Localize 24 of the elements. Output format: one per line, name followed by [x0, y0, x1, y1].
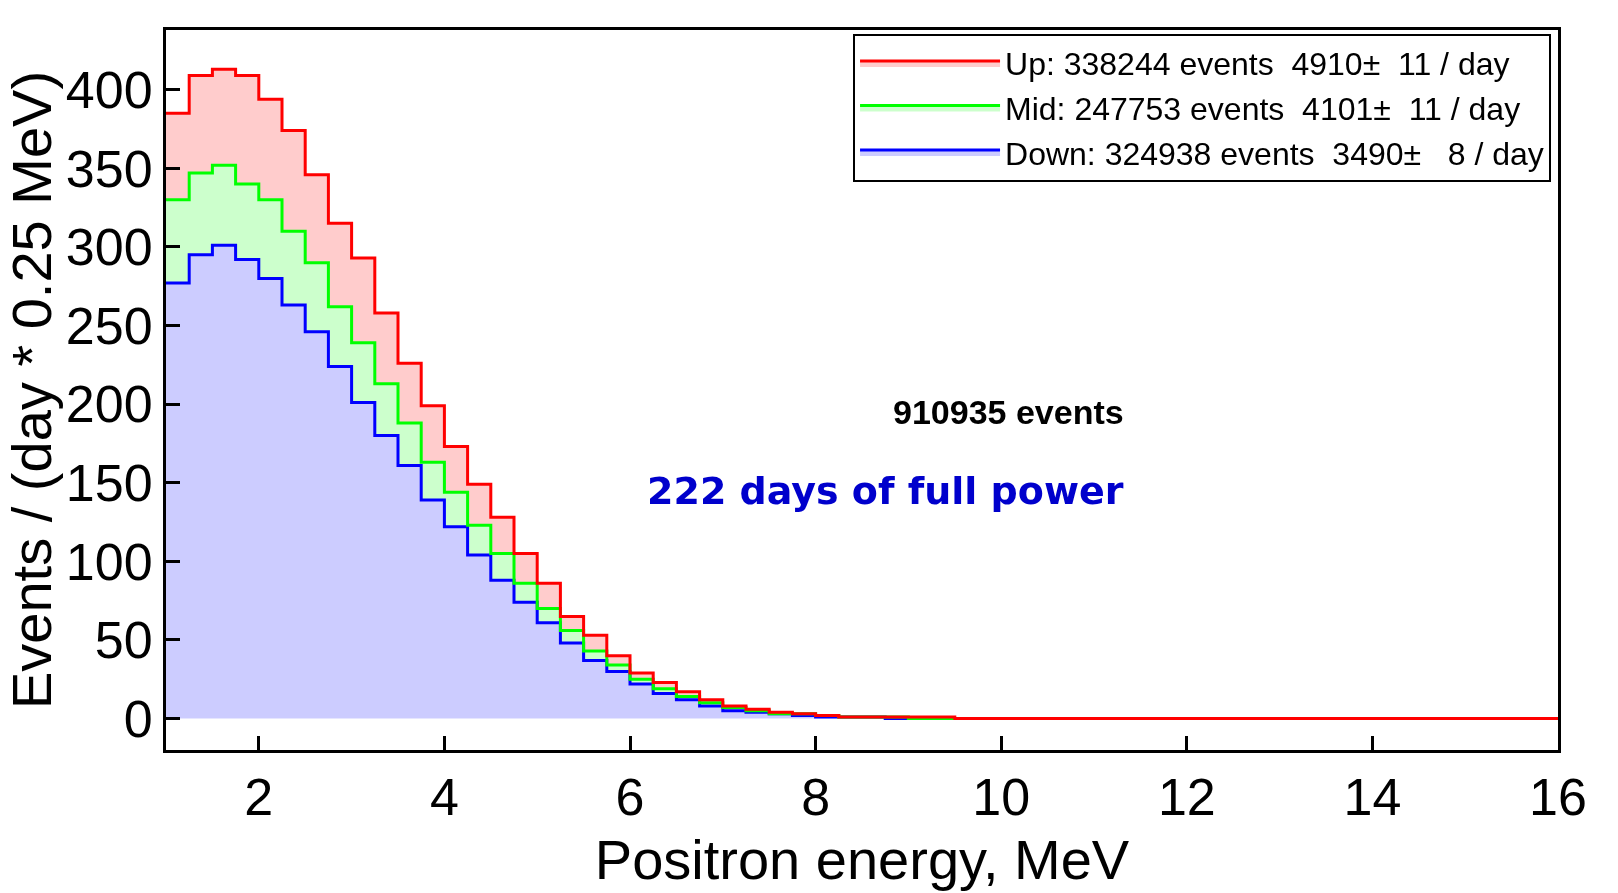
annotation: 910935 events — [893, 393, 1124, 431]
legend-label: Mid: 247753 events 4101± 11 / day — [1005, 90, 1521, 127]
y-tick-label: 400 — [65, 60, 153, 119]
y-tick-label: 250 — [65, 296, 153, 355]
legend-label: Up: 338244 events 4910± 11 / day — [1005, 46, 1510, 83]
x-tick-label: 8 — [801, 768, 831, 827]
x-axis-title: Positron energy, MeV — [594, 828, 1130, 892]
x-tick-label: 14 — [1343, 768, 1402, 827]
x-tick-label: 16 — [1529, 768, 1587, 827]
x-tick-label: 10 — [972, 768, 1031, 827]
y-tick-label: 100 — [65, 532, 153, 591]
y-tick-label: 200 — [65, 375, 153, 434]
x-tick-label: 4 — [429, 768, 459, 827]
y-axis-title: Events / (day * 0.25 MeV) — [0, 70, 63, 710]
y-tick-label: 350 — [65, 139, 153, 198]
y-tick-label: 150 — [65, 453, 153, 512]
legend-label: Down: 324938 events 3490± 8 / day — [1005, 135, 1544, 172]
x-tick-label: 12 — [1157, 768, 1216, 827]
annotation: 222 days of full power — [647, 469, 1124, 513]
y-tick-label: 0 — [123, 689, 153, 748]
y-tick-label: 300 — [65, 218, 153, 277]
x-tick-label: 6 — [615, 768, 645, 827]
y-tick-label: 50 — [94, 611, 153, 670]
x-tick-label: 2 — [244, 768, 274, 827]
